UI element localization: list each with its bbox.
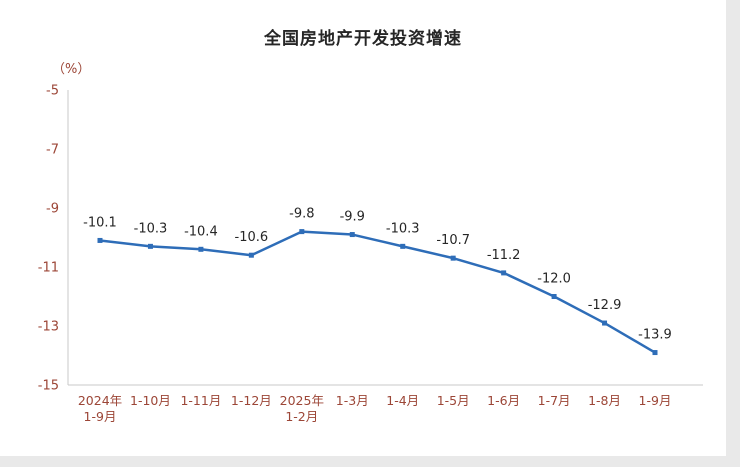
- data-point: [400, 243, 406, 249]
- data-label: -10.3: [134, 221, 168, 236]
- data-point: [248, 252, 254, 258]
- x-tick-label: 1-6月: [487, 393, 520, 408]
- data-point: [97, 237, 103, 243]
- data-label: -12.0: [537, 272, 571, 287]
- y-axis-unit-label: （%）: [52, 62, 91, 77]
- x-tick-label: 1-8月: [588, 393, 621, 408]
- x-tick-label: 1-5月: [437, 393, 470, 408]
- data-label: -10.4: [184, 224, 218, 239]
- data-label: -10.7: [436, 233, 470, 248]
- x-tick-label: 1-9月: [639, 393, 672, 408]
- y-tick-label: -9: [46, 202, 59, 217]
- data-label: -9.8: [289, 207, 314, 222]
- data-label: -10.6: [235, 230, 269, 245]
- data-label: -9.9: [340, 210, 365, 225]
- data-point: [652, 350, 658, 356]
- y-tick-label: -7: [46, 143, 59, 158]
- x-tick-label: 2025年: [280, 393, 324, 408]
- data-point: [198, 246, 204, 252]
- x-tick-label: 1-9月: [84, 409, 117, 424]
- y-tick-label: -13: [38, 320, 59, 335]
- x-tick-label: 1-2月: [285, 409, 318, 424]
- data-label: -11.2: [487, 248, 521, 263]
- x-tick-label: 1-11月: [180, 393, 221, 408]
- data-label: -13.9: [638, 328, 672, 343]
- data-point: [349, 232, 355, 238]
- x-tick-label: 1-10月: [130, 393, 171, 408]
- x-tick-label: 1-12月: [231, 393, 272, 408]
- x-tick-label: 2024年: [78, 393, 122, 408]
- data-label: -10.1: [83, 215, 117, 230]
- data-point: [299, 229, 305, 235]
- data-point: [450, 255, 456, 261]
- x-tick-label: 1-3月: [336, 393, 369, 408]
- y-tick-label: -5: [46, 84, 59, 99]
- data-point: [602, 320, 608, 326]
- data-label: -10.3: [386, 221, 420, 236]
- y-tick-label: -15: [38, 379, 59, 394]
- data-line: [98, 230, 657, 354]
- chart-title: 全国房地产开发投资增速: [264, 29, 462, 49]
- x-tick-label: 1-7月: [538, 393, 571, 408]
- x-tick-label: 1-4月: [386, 393, 419, 408]
- data-point: [147, 243, 153, 249]
- data-label: -12.9: [588, 298, 622, 313]
- data-point: [501, 270, 507, 276]
- chart-container: 全国房地产开发投资增速 （%） -5 -7 -9 -11 -13 -15 2024年 1-9月…: [0, 0, 726, 456]
- data-point: [551, 294, 557, 299]
- y-tick-label: -11: [38, 261, 59, 276]
